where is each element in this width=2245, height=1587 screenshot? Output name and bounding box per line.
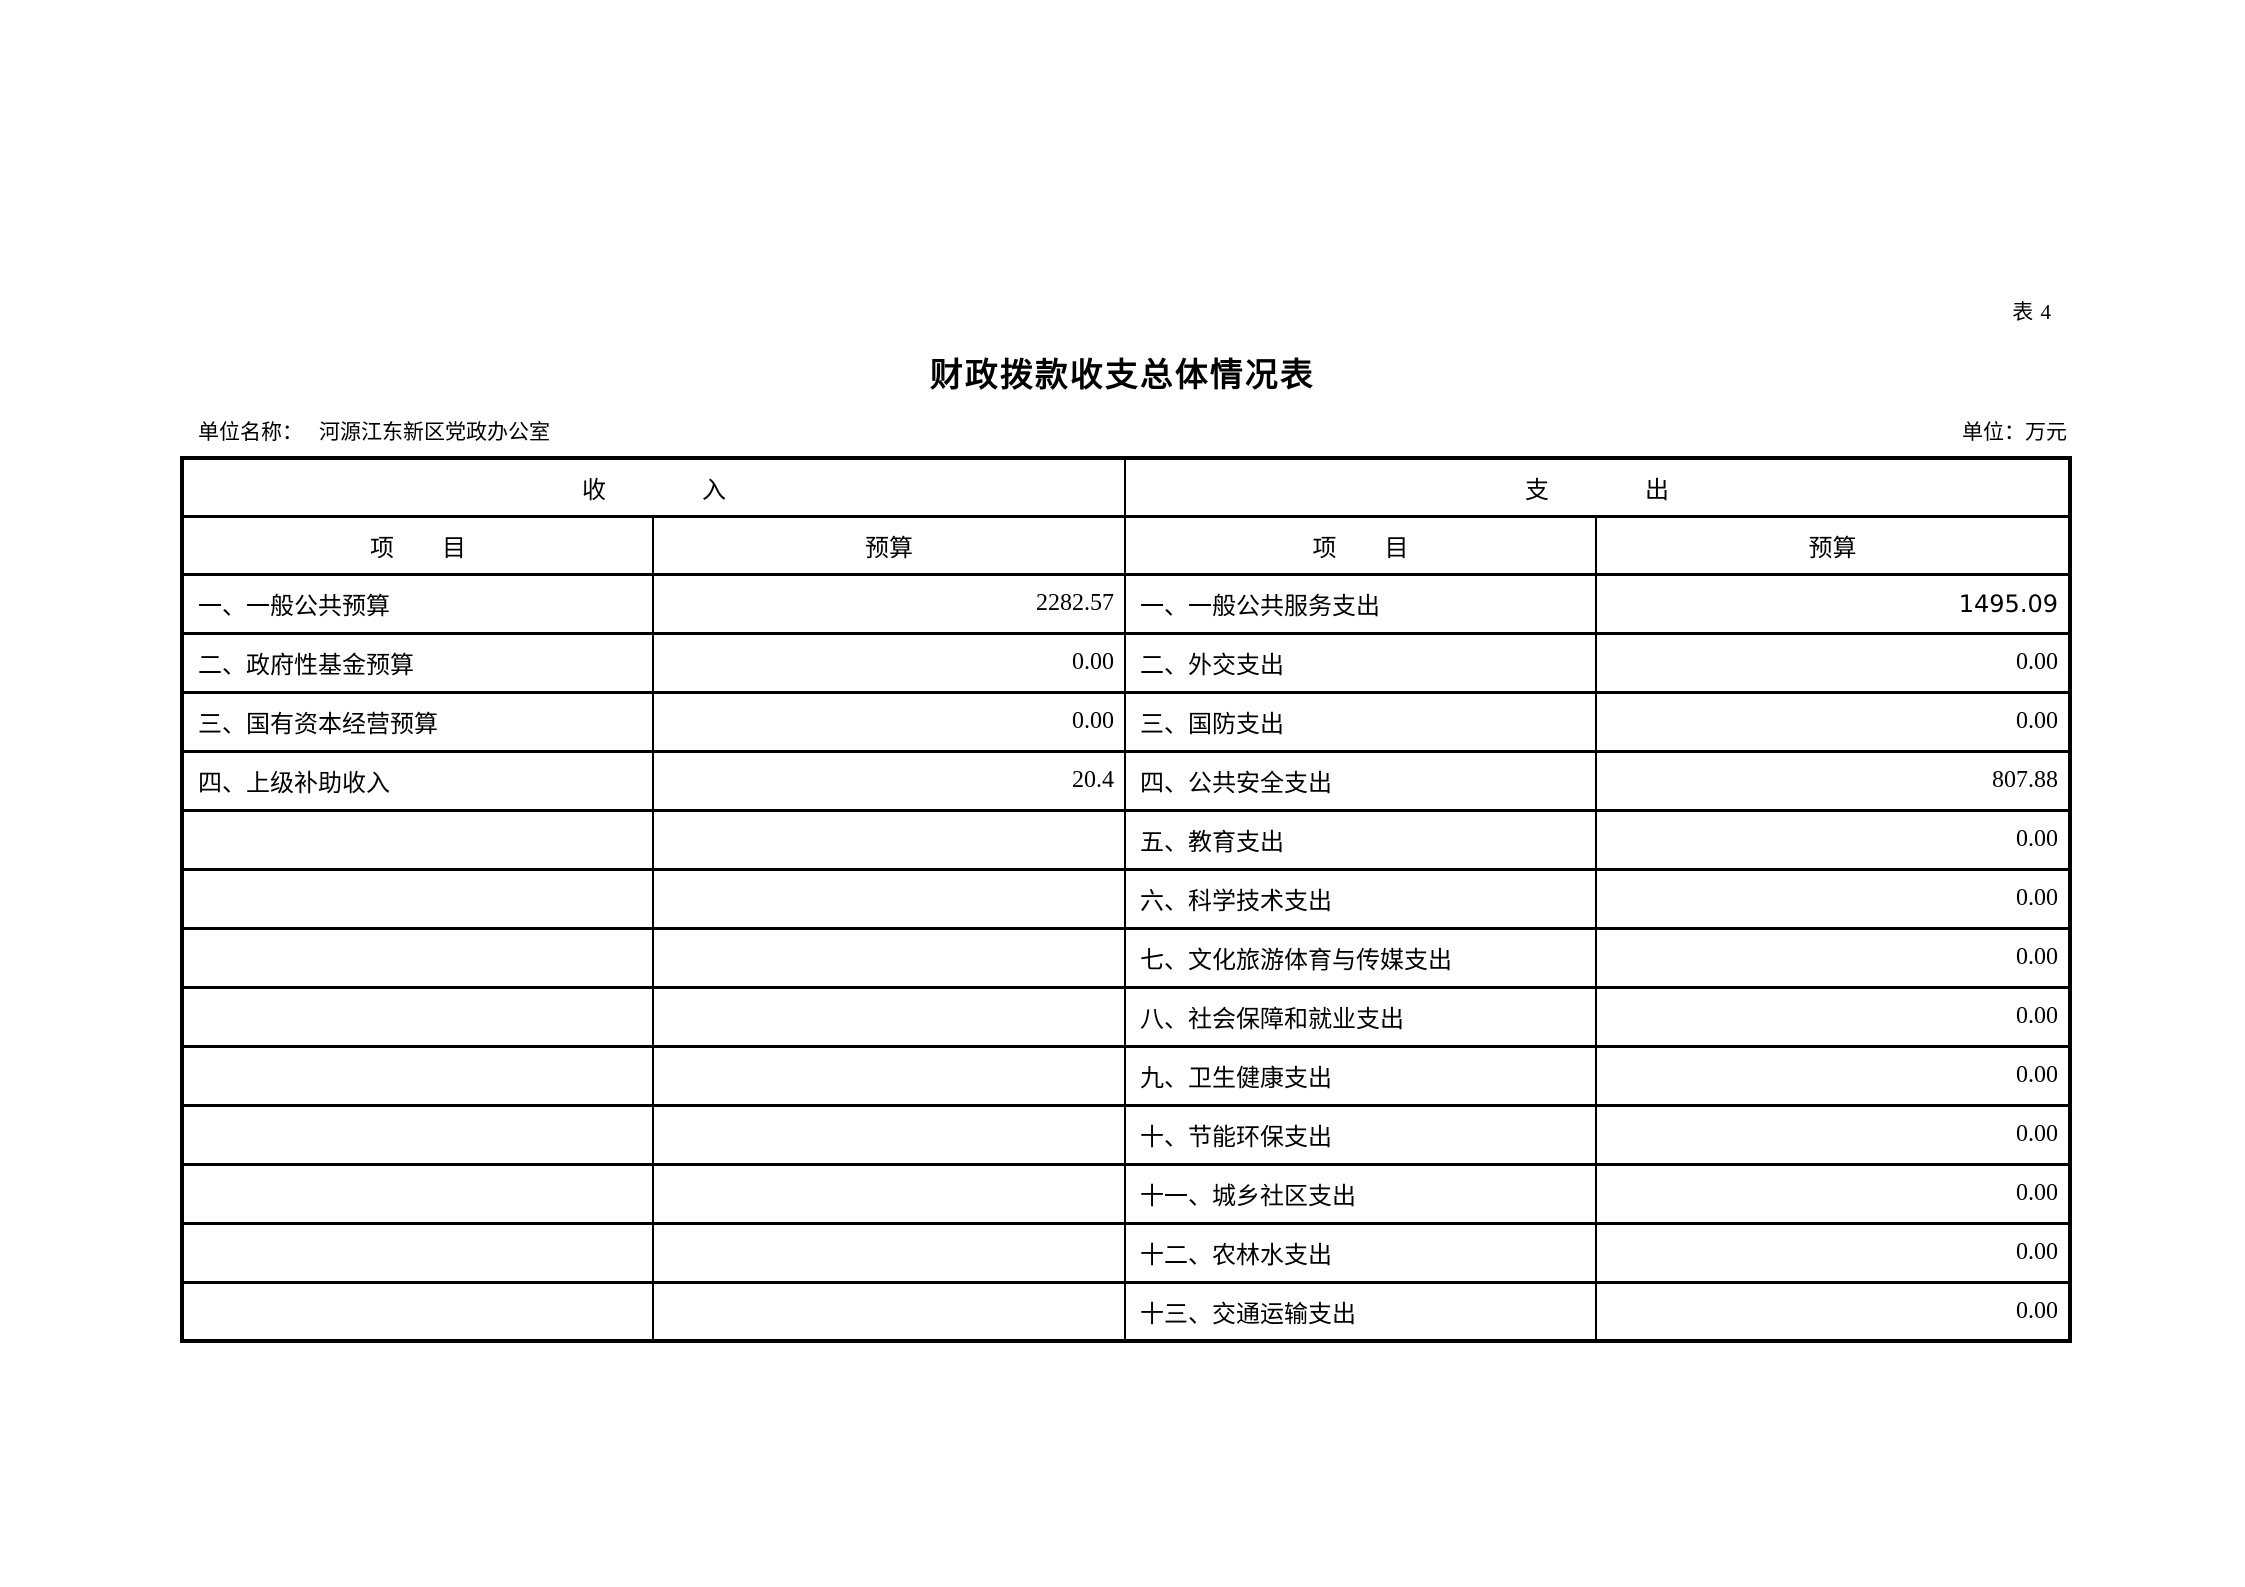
- section-header-row: 收 入 支 出: [181, 456, 2071, 518]
- table-row: 八、社会保障和就业支出 0.00: [181, 985, 2071, 1048]
- income-budget-cell: [652, 1280, 1126, 1343]
- table-row: 七、文化旅游体育与传媒支出 0.00: [181, 926, 2071, 989]
- income-item-cell: [181, 867, 654, 930]
- expense-item-cell: 六、科学技术支出: [1124, 867, 1597, 930]
- income-budget-cell: 0.00: [652, 690, 1126, 753]
- table-row: 六、科学技术支出 0.00: [181, 867, 2071, 930]
- income-item-header: 项 目: [181, 514, 654, 576]
- income-item-cell: 四、上级补助收入: [181, 749, 654, 812]
- table-row: 四、上级补助收入 20.4 四、公共安全支出 807.88: [181, 749, 2071, 812]
- expense-item-cell: 九、卫生健康支出: [1124, 1044, 1597, 1107]
- expense-section-header: 支 出: [1124, 456, 2071, 518]
- page-title: 财政拨款收支总体情况表: [930, 358, 1315, 394]
- expense-item-cell: 八、社会保障和就业支出: [1124, 985, 1597, 1048]
- expense-budget-cell: 0.00: [1595, 631, 2071, 694]
- income-item-cell: 二、政府性基金预算: [181, 631, 654, 694]
- income-budget-cell: [652, 985, 1126, 1048]
- expense-item-cell: 十、节能环保支出: [1124, 1103, 1597, 1166]
- income-section-header: 收 入: [181, 456, 1126, 518]
- expense-budget-cell: 0.00: [1595, 1103, 2071, 1166]
- income-item-cell: [181, 926, 654, 989]
- income-budget-cell: [652, 1221, 1126, 1284]
- income-budget-cell: 2282.57: [652, 572, 1126, 635]
- table-number-tag: 表 4: [2012, 300, 2052, 324]
- income-item-cell: [181, 1103, 654, 1166]
- income-item-cell: [181, 985, 654, 1048]
- income-budget-cell: 20.4: [652, 749, 1126, 812]
- expense-budget-cell: 0.00: [1595, 985, 2071, 1048]
- income-item-cell: [181, 1280, 654, 1343]
- expense-budget-cell: 0.00: [1595, 808, 2071, 871]
- expense-budget-cell: 0.00: [1595, 867, 2071, 930]
- expense-budget-cell: 0.00: [1595, 926, 2071, 989]
- income-budget-cell: [652, 1044, 1126, 1107]
- table-row: 二、政府性基金预算 0.00 二、外交支出 0.00: [181, 631, 2071, 694]
- expense-item-cell: 一、一般公共服务支出: [1124, 572, 1597, 635]
- expense-item-cell: 十二、农林水支出: [1124, 1221, 1597, 1284]
- expense-item-cell: 二、外交支出: [1124, 631, 1597, 694]
- table-row: 十二、农林水支出 0.00: [181, 1221, 2071, 1284]
- table-row: 一、一般公共预算 2282.57 一、一般公共服务支出 1495.09: [181, 572, 2071, 635]
- expense-item-cell: 十三、交通运输支出: [1124, 1280, 1597, 1343]
- expense-item-cell: 十一、城乡社区支出: [1124, 1162, 1597, 1225]
- income-item-cell: 一、一般公共预算: [181, 572, 654, 635]
- expense-budget-cell: 0.00: [1595, 1221, 2071, 1284]
- income-item-cell: [181, 1044, 654, 1107]
- expense-budget-cell: 807.88: [1595, 749, 2071, 812]
- income-item-cell: [181, 808, 654, 871]
- income-item-cell: [181, 1162, 654, 1225]
- table-row: 三、国有资本经营预算 0.00 三、国防支出 0.00: [181, 690, 2071, 753]
- income-budget-header: 预算: [652, 514, 1126, 576]
- table-row: 十三、交通运输支出 0.00: [181, 1280, 2071, 1343]
- expense-budget-cell: 0.00: [1595, 1280, 2071, 1343]
- expense-item-header: 项 目: [1124, 514, 1597, 576]
- income-budget-cell: 0.00: [652, 631, 1126, 694]
- income-item-cell: [181, 1221, 654, 1284]
- income-budget-cell: [652, 1103, 1126, 1166]
- budget-table: 收 入 支 出 项 目 预算 项 目 预算 一、一般公共预算 2282.57 一…: [180, 456, 2072, 1343]
- expense-item-cell: 五、教育支出: [1124, 808, 1597, 871]
- unit-name: 单位名称： 河源江东新区党政办公室: [198, 416, 550, 446]
- expense-item-cell: 四、公共安全支出: [1124, 749, 1597, 812]
- income-budget-cell: [652, 1162, 1126, 1225]
- expense-budget-cell: 0.00: [1595, 690, 2071, 753]
- expense-item-cell: 七、文化旅游体育与传媒支出: [1124, 926, 1597, 989]
- expense-budget-cell: 1495.09: [1595, 572, 2071, 635]
- income-budget-cell: [652, 926, 1126, 989]
- meta-line: 单位名称： 河源江东新区党政办公室 单位：万元: [198, 416, 2067, 446]
- unit-label: 单位：万元: [1962, 420, 2067, 444]
- table-row: 五、教育支出 0.00: [181, 808, 2071, 871]
- table-row: 十一、城乡社区支出 0.00: [181, 1162, 2071, 1225]
- unit-name-value: 河源江东新区党政办公室: [319, 420, 550, 444]
- income-budget-cell: [652, 867, 1126, 930]
- column-header-row: 项 目 预算 项 目 预算: [181, 514, 2071, 576]
- table-row: 十、节能环保支出 0.00: [181, 1103, 2071, 1166]
- table-row: 九、卫生健康支出 0.00: [181, 1044, 2071, 1107]
- expense-budget-cell: 0.00: [1595, 1162, 2071, 1225]
- expense-item-cell: 三、国防支出: [1124, 690, 1597, 753]
- income-item-cell: 三、国有资本经营预算: [181, 690, 654, 753]
- income-budget-cell: [652, 808, 1126, 871]
- unit-name-label: 单位名称：: [198, 420, 303, 444]
- expense-budget-cell: 0.00: [1595, 1044, 2071, 1107]
- expense-budget-header: 预算: [1595, 514, 2071, 576]
